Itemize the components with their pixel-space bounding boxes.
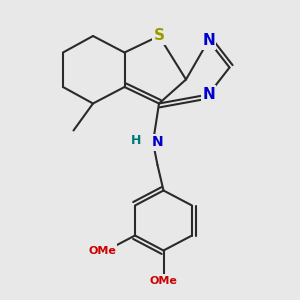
- Text: S: S: [154, 28, 164, 44]
- Text: H: H: [131, 134, 142, 148]
- Text: N: N: [202, 87, 215, 102]
- Text: N: N: [202, 33, 215, 48]
- Text: OMe: OMe: [88, 245, 116, 256]
- Text: N: N: [152, 136, 163, 149]
- Text: OMe: OMe: [150, 275, 177, 286]
